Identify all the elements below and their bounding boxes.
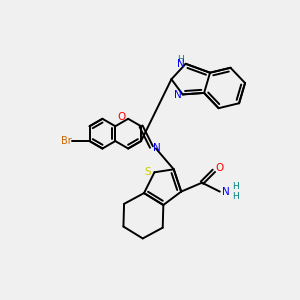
Text: H: H bbox=[232, 193, 238, 202]
Text: O: O bbox=[118, 112, 126, 122]
Text: N: N bbox=[153, 143, 161, 153]
Text: O: O bbox=[215, 163, 223, 173]
Text: S: S bbox=[145, 167, 151, 177]
Text: H: H bbox=[232, 182, 238, 191]
Text: H: H bbox=[177, 55, 184, 64]
Text: N: N bbox=[177, 58, 185, 68]
Text: N: N bbox=[174, 90, 182, 100]
Text: N: N bbox=[222, 187, 230, 196]
Text: Br: Br bbox=[61, 136, 72, 146]
